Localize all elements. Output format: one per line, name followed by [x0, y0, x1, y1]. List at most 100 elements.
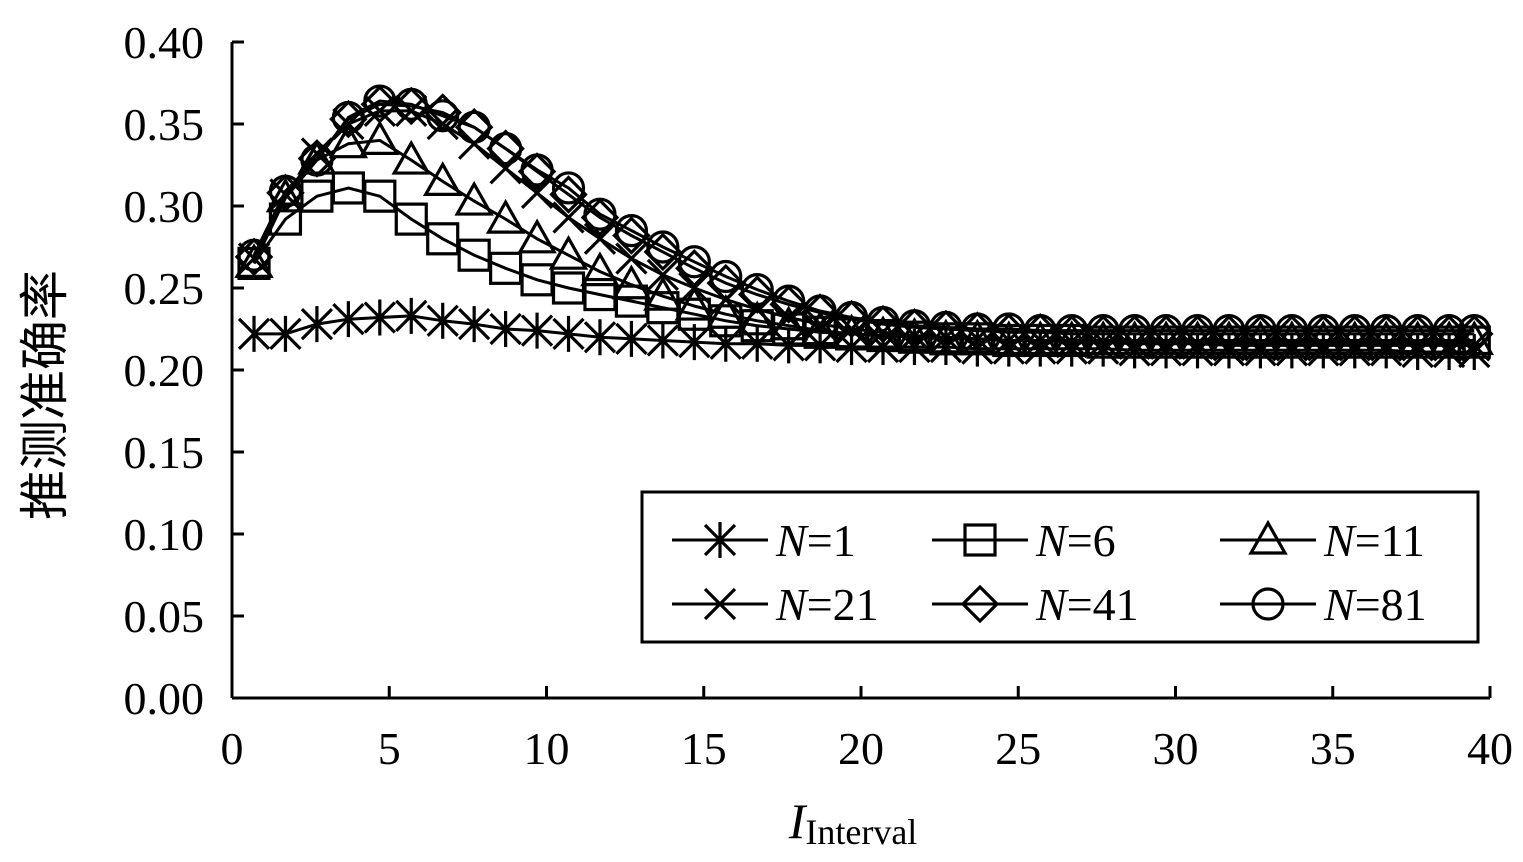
- marker-diamond: [1178, 314, 1217, 354]
- marker-diamond: [989, 313, 1029, 352]
- marker-circle: [520, 153, 554, 187]
- marker-triangle: [1083, 320, 1123, 356]
- marker-triangle: [328, 123, 369, 159]
- marker-circle: [331, 100, 365, 135]
- legend-label: N=21: [775, 579, 879, 630]
- legend-entry: N=6: [932, 515, 1116, 566]
- marker-asterisk: [709, 325, 742, 362]
- legend-label-rest: =21: [807, 579, 879, 630]
- marker-triangle: [391, 139, 432, 175]
- marker-asterisk: [520, 312, 554, 349]
- marker-asterisk: [395, 297, 428, 334]
- legend-label: N=41: [1035, 579, 1139, 630]
- marker-diamond: [1052, 314, 1091, 354]
- marker-triangle: [957, 318, 998, 354]
- marker-diamond: [517, 152, 557, 191]
- marker-circle: [866, 305, 900, 340]
- marker-square: [963, 523, 997, 557]
- marker-triangle: [1114, 320, 1155, 356]
- marker-diamond: [1366, 314, 1406, 354]
- marker-x: [583, 222, 617, 255]
- marker-x: [552, 201, 585, 234]
- marker-x: [646, 258, 679, 292]
- legend-label-rest: =41: [1067, 579, 1139, 630]
- marker-circle: [394, 87, 428, 121]
- marker-diamond: [1083, 314, 1123, 354]
- marker-circle: [803, 294, 837, 328]
- legend-label-italic: N: [1035, 515, 1069, 566]
- series-line: [252, 109, 1475, 347]
- marker-diamond: [926, 309, 966, 349]
- marker-triangle: [1051, 320, 1092, 356]
- marker-circle: [740, 273, 774, 307]
- y-tick-label: 0.25: [124, 263, 205, 314]
- x-tick-label: 0: [221, 723, 244, 774]
- marker-circle: [834, 300, 869, 335]
- marker-asterisk: [615, 320, 648, 357]
- marker-circle: [709, 259, 743, 294]
- marker-triangle: [1177, 320, 1218, 356]
- y-tick-label: 0.35: [124, 99, 205, 150]
- marker-x: [426, 107, 459, 141]
- marker-diamond: [737, 275, 777, 314]
- marker-asterisk: [237, 315, 271, 352]
- marker-diamond: [392, 86, 431, 126]
- legend-label-italic: N: [775, 579, 809, 630]
- marker-circle: [614, 214, 649, 248]
- marker-diamond: [706, 263, 746, 303]
- marker-asterisk: [332, 301, 365, 338]
- legend-frame: [640, 490, 1480, 644]
- marker-circle: [551, 171, 586, 205]
- marker-triangle: [580, 251, 620, 287]
- marker-diamond: [234, 237, 274, 277]
- legend-label-rest: =11: [1355, 515, 1425, 566]
- marker-triangle: [360, 120, 400, 155]
- marker-diamond: [549, 175, 588, 214]
- legend-entry: N=1: [672, 515, 856, 566]
- y-tick-label: 0.15: [124, 427, 205, 478]
- marker-diamond: [1209, 314, 1249, 354]
- marker-triangle: [485, 198, 526, 234]
- marker-diamond: [580, 198, 620, 237]
- legend-label: N=81: [1323, 579, 1427, 630]
- marker-diamond: [1115, 314, 1154, 354]
- marker-circle: [237, 238, 271, 272]
- marker-circle: [457, 110, 491, 144]
- marker-triangle: [517, 218, 557, 254]
- x-tick-label: 15: [681, 723, 727, 774]
- marker-asterisk: [300, 306, 334, 343]
- marker-circle: [489, 132, 523, 166]
- legend-label: N=1: [775, 515, 856, 566]
- y-tick-label: 0.40: [124, 17, 205, 68]
- marker-diamond: [643, 232, 683, 272]
- legend-label-rest: =81: [1355, 579, 1427, 630]
- marker-diamond: [1304, 314, 1343, 354]
- x-axis-title-sub: Interval: [805, 812, 917, 852]
- marker-triangle: [706, 293, 746, 329]
- marker-triangle: [1146, 320, 1186, 356]
- x-tick-label: 25: [995, 723, 1041, 774]
- legend-label-italic: N: [1323, 515, 1357, 566]
- marker-circle: [1457, 314, 1491, 348]
- legend-label: N=11: [1323, 515, 1425, 566]
- marker-triangle: [674, 285, 715, 321]
- marker-triangle: [234, 243, 274, 278]
- marker-diamond: [1335, 314, 1375, 354]
- x-axis-title-main: I: [788, 793, 808, 849]
- marker-asterisk: [646, 322, 679, 359]
- marker-asterisk: [489, 311, 522, 347]
- marker-x: [678, 271, 711, 305]
- marker-diamond: [958, 311, 997, 350]
- marker-circle: [583, 197, 617, 231]
- marker-asterisk: [363, 299, 396, 336]
- marker-triangle: [1248, 519, 1288, 555]
- marker-triangle: [297, 139, 337, 175]
- legend-entry: N=21: [672, 579, 879, 630]
- series-circle: [237, 84, 1491, 348]
- marker-diamond: [1398, 314, 1437, 354]
- marker-asterisk: [458, 306, 491, 343]
- marker-diamond: [863, 304, 903, 344]
- marker-circle: [300, 143, 334, 177]
- y-tick-label: 0.05: [124, 591, 205, 642]
